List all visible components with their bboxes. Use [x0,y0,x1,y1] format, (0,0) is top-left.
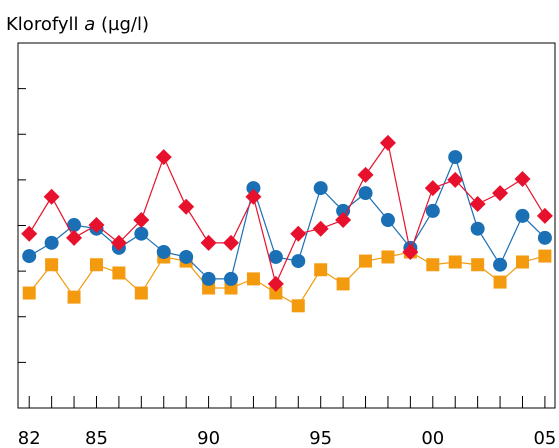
point [448,150,463,165]
point [156,244,171,259]
point [201,271,216,286]
point [43,188,60,205]
point [112,266,126,280]
point [381,250,395,264]
point [536,207,553,224]
x-tick-label: 95 [309,428,332,448]
point [66,229,83,246]
point [134,226,149,241]
point [246,181,261,196]
point [515,255,529,269]
point [335,212,352,229]
point [357,166,374,183]
point [313,181,328,196]
point [246,272,260,286]
point [245,188,262,205]
point [447,171,464,188]
point [448,255,462,269]
point [224,271,239,286]
point [291,299,305,313]
point [269,286,283,300]
point [470,221,485,236]
point [67,218,82,233]
x-tick-label: 90 [197,428,220,448]
point [492,185,509,202]
point [380,213,395,228]
point [223,234,240,251]
point [493,275,507,289]
point [155,149,172,166]
point [179,249,194,264]
point [200,234,217,251]
point [21,225,38,242]
point [424,180,441,197]
point [88,217,105,234]
point [44,235,59,250]
point [110,234,127,251]
series-line [28,141,546,286]
point [336,203,351,218]
point [314,263,328,277]
point [22,286,36,300]
point [379,134,396,151]
point [133,212,150,229]
point [336,277,350,291]
point [359,254,373,268]
title-text: (µg/l) [101,14,149,35]
series-line [28,155,546,280]
x-tick-label: 85 [85,428,108,448]
point [537,230,552,245]
point [290,225,307,242]
point [493,257,508,272]
point [471,258,485,272]
point [291,254,306,269]
point [134,286,148,300]
point [45,258,59,272]
point [312,220,329,237]
point [469,196,486,213]
title-text: a [84,14,95,35]
point [538,249,552,263]
point [22,249,37,264]
point [89,258,103,272]
point [267,275,284,292]
point [178,198,195,215]
point [358,186,373,201]
point [425,203,440,218]
title-text: Klorofyll [6,14,79,35]
point [268,249,283,264]
point [402,243,419,260]
x-tick-label: 05 [533,428,556,448]
x-tick-label: 00 [421,428,444,448]
point [514,170,531,187]
chart-title: Klorofyll a (µg/l) [6,14,149,35]
point [67,290,81,304]
point [426,258,440,272]
point [515,208,530,223]
x-tick-label: 82 [18,428,41,448]
